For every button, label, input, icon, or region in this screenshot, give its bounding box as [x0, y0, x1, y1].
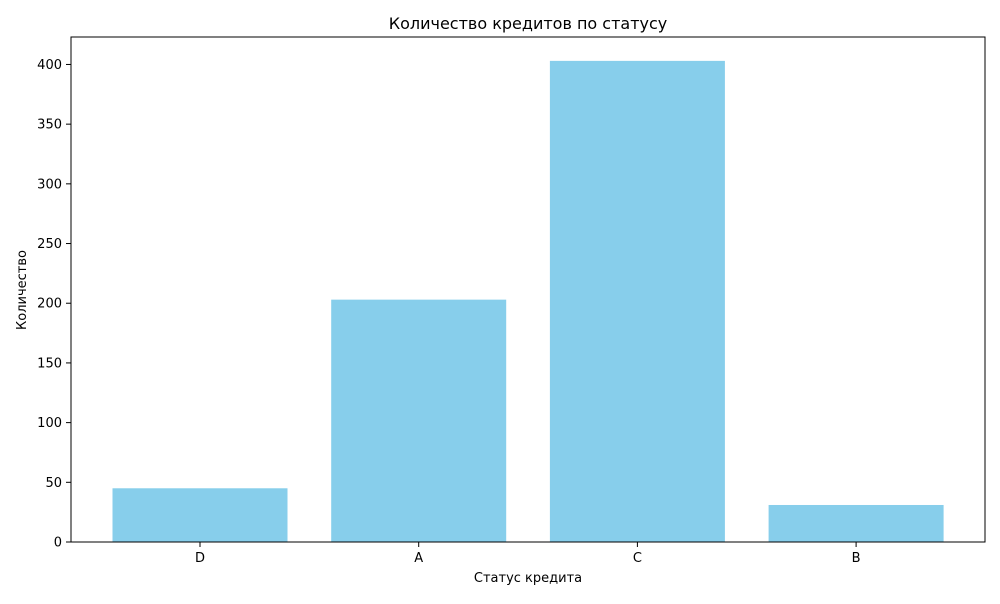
- bar-b: [768, 504, 944, 542]
- x-axis-label: Статус кредита: [474, 571, 582, 586]
- y-tick-label: 100: [37, 416, 62, 431]
- bar-d: [112, 488, 288, 542]
- y-axis-label: Количество: [15, 250, 30, 330]
- y-tick-label: 350: [37, 118, 62, 133]
- y-axis-ticks: 0 50 100 150 200 250 300 350 400: [37, 58, 71, 551]
- bars-layer: [112, 60, 944, 542]
- y-tick-label: 300: [37, 177, 62, 192]
- y-tick-label: 400: [37, 58, 62, 73]
- y-tick-label: 0: [54, 536, 62, 551]
- y-tick-label: 250: [37, 237, 62, 252]
- bar-c: [549, 60, 725, 542]
- chart-title: Количество кредитов по статусу: [389, 14, 668, 33]
- plot-area-frame: [70, 36, 986, 543]
- x-tick-label: D: [195, 551, 205, 566]
- y-tick-label: 50: [45, 476, 62, 491]
- bar-a: [331, 299, 507, 542]
- x-tick-label: A: [414, 551, 423, 566]
- y-tick-label: 200: [37, 297, 62, 312]
- x-tick-label: C: [633, 551, 642, 566]
- y-tick-label: 150: [37, 356, 62, 371]
- x-tick-label: B: [852, 551, 861, 566]
